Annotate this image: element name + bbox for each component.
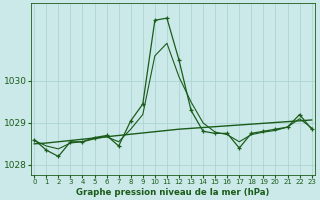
X-axis label: Graphe pression niveau de la mer (hPa): Graphe pression niveau de la mer (hPa) — [76, 188, 270, 197]
